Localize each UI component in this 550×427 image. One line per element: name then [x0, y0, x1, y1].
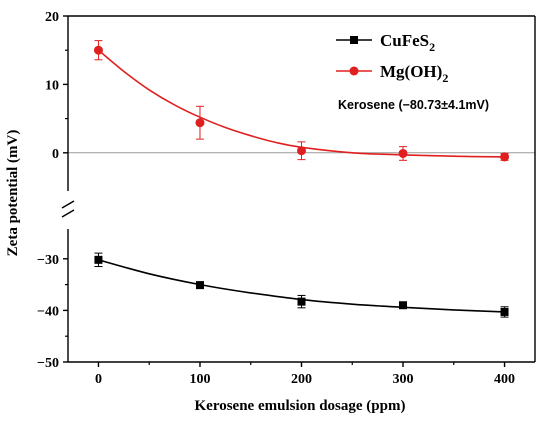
data-point — [297, 146, 306, 156]
y-tick-label: 10 — [45, 78, 59, 93]
legend-label: CuFeS2 — [380, 31, 435, 54]
y-axis-title: Zeta potential (mV) — [5, 130, 21, 257]
x-tick-label: 0 — [95, 372, 102, 387]
legend: CuFeS2 Mg(OH)2 — [336, 31, 448, 85]
y-tick-label: 20 — [45, 10, 59, 25]
data-point — [94, 255, 103, 264]
axis-break-mark — [61, 200, 75, 209]
y-tick-label: 0 — [52, 147, 59, 162]
legend-marker — [350, 36, 358, 44]
x-tick-label: 200 — [291, 372, 312, 387]
data-point — [195, 281, 204, 290]
data-point — [195, 118, 205, 128]
y-tick-label: −40 — [37, 304, 59, 319]
axis-break-mark — [61, 209, 75, 218]
data-point — [399, 301, 408, 310]
x-tick-label: 300 — [393, 372, 414, 387]
y-tick-label: −30 — [37, 253, 59, 268]
data-point — [398, 148, 408, 158]
plot-area — [68, 40, 535, 318]
legend-label: Mg(OH)2 — [380, 62, 448, 85]
data-point — [500, 152, 510, 162]
legend-subscript: 2 — [429, 40, 435, 54]
x-tick-label: 100 — [189, 372, 210, 387]
data-point — [500, 307, 509, 316]
legend-marker — [349, 66, 359, 76]
y-tick-label: −50 — [37, 356, 59, 371]
data-point — [93, 45, 103, 55]
x-axis-title: Kerosene emulsion dosage (ppm) — [195, 398, 406, 414]
kerosene-annotation: Kerosene (−80.73±4.1mV) — [338, 98, 489, 112]
legend-subscript: 2 — [442, 71, 448, 85]
x-tick-label: 400 — [494, 372, 515, 387]
data-point — [297, 297, 306, 306]
